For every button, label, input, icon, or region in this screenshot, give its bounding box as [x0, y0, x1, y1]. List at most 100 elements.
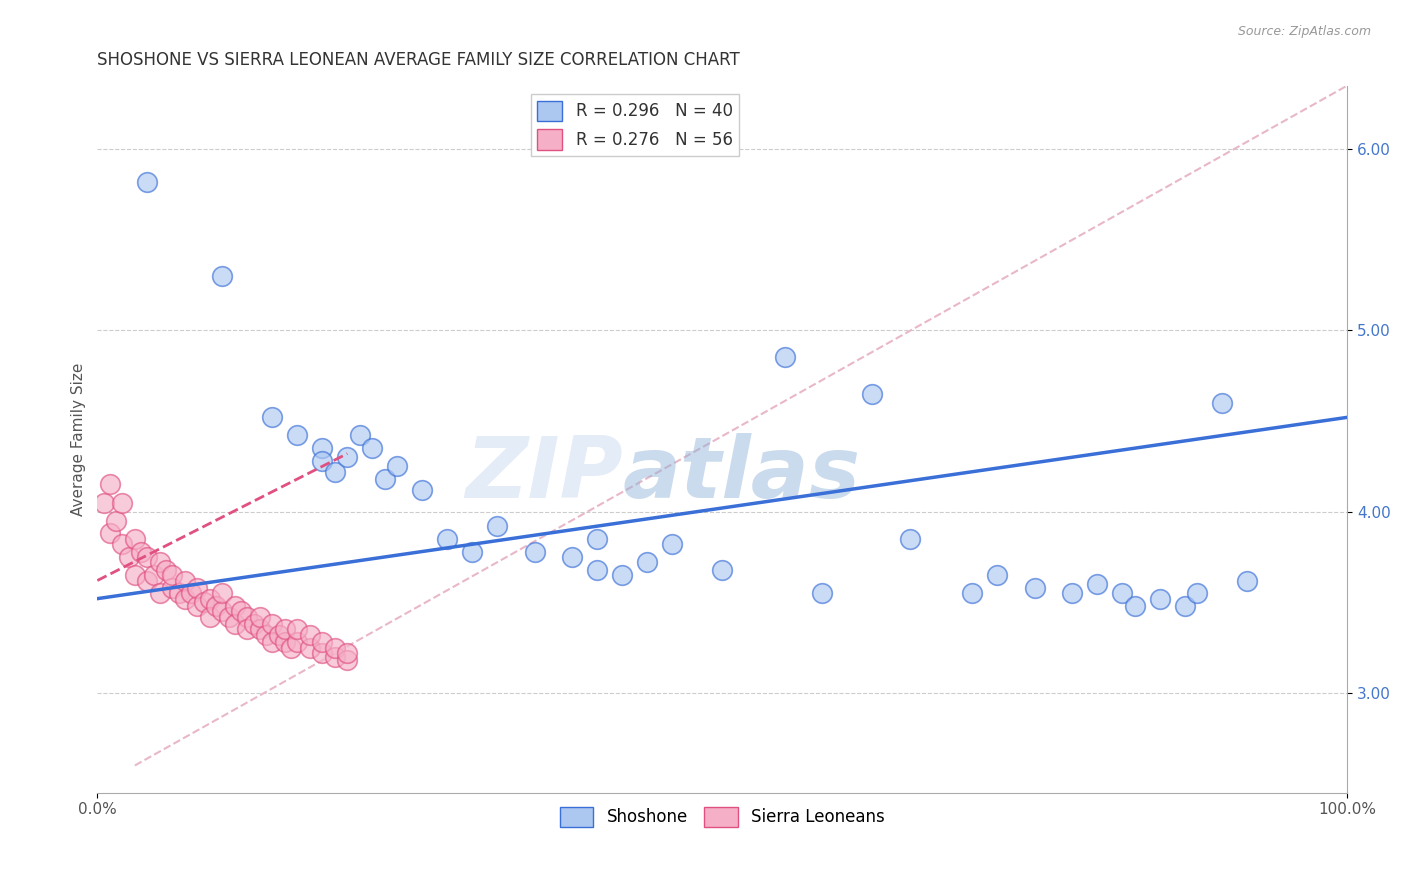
- Point: [486, 519, 509, 533]
- Point: [205, 599, 228, 613]
- Point: [162, 568, 184, 582]
- Point: [229, 604, 252, 618]
- Point: [311, 441, 333, 455]
- Point: [124, 568, 146, 582]
- Point: [323, 649, 346, 664]
- Point: [218, 609, 240, 624]
- Point: [274, 623, 297, 637]
- Point: [811, 586, 834, 600]
- Point: [149, 555, 172, 569]
- Point: [167, 586, 190, 600]
- Point: [111, 495, 134, 509]
- Point: [387, 459, 409, 474]
- Point: [211, 604, 233, 618]
- Point: [98, 477, 121, 491]
- Point: [142, 568, 165, 582]
- Point: [180, 586, 202, 600]
- Point: [298, 628, 321, 642]
- Point: [280, 640, 302, 655]
- Legend: Shoshone, Sierra Leoneans: Shoshone, Sierra Leoneans: [553, 800, 891, 834]
- Point: [661, 537, 683, 551]
- Point: [249, 609, 271, 624]
- Point: [129, 544, 152, 558]
- Text: ZIP: ZIP: [465, 433, 623, 516]
- Point: [236, 609, 259, 624]
- Point: [186, 599, 208, 613]
- Point: [986, 568, 1008, 582]
- Point: [361, 441, 384, 455]
- Point: [193, 595, 215, 609]
- Point: [298, 640, 321, 655]
- Point: [612, 568, 634, 582]
- Point: [1187, 586, 1209, 600]
- Point: [262, 617, 284, 632]
- Point: [224, 599, 246, 613]
- Point: [117, 549, 139, 564]
- Point: [98, 526, 121, 541]
- Point: [1111, 586, 1133, 600]
- Point: [1211, 396, 1233, 410]
- Point: [254, 628, 277, 642]
- Point: [323, 465, 346, 479]
- Point: [436, 532, 458, 546]
- Point: [586, 532, 609, 546]
- Point: [111, 537, 134, 551]
- Point: [262, 635, 284, 649]
- Point: [136, 574, 159, 588]
- Point: [198, 609, 221, 624]
- Point: [561, 549, 583, 564]
- Point: [136, 549, 159, 564]
- Point: [411, 483, 433, 497]
- Point: [155, 563, 177, 577]
- Point: [186, 581, 208, 595]
- Point: [336, 646, 359, 660]
- Point: [1174, 599, 1197, 613]
- Point: [523, 544, 546, 558]
- Point: [236, 623, 259, 637]
- Point: [1123, 599, 1146, 613]
- Point: [898, 532, 921, 546]
- Point: [224, 617, 246, 632]
- Point: [1024, 581, 1046, 595]
- Point: [105, 514, 128, 528]
- Point: [586, 563, 609, 577]
- Text: SHOSHONE VS SIERRA LEONEAN AVERAGE FAMILY SIZE CORRELATION CHART: SHOSHONE VS SIERRA LEONEAN AVERAGE FAMIL…: [97, 51, 740, 69]
- Point: [1236, 574, 1258, 588]
- Point: [211, 586, 233, 600]
- Y-axis label: Average Family Size: Average Family Size: [72, 362, 86, 516]
- Point: [311, 454, 333, 468]
- Point: [311, 646, 333, 660]
- Point: [173, 591, 195, 606]
- Point: [267, 628, 290, 642]
- Point: [285, 635, 308, 649]
- Point: [285, 623, 308, 637]
- Point: [1087, 577, 1109, 591]
- Point: [349, 428, 371, 442]
- Point: [311, 635, 333, 649]
- Point: [962, 586, 984, 600]
- Point: [773, 351, 796, 365]
- Point: [1149, 591, 1171, 606]
- Point: [274, 635, 297, 649]
- Point: [162, 581, 184, 595]
- Point: [211, 268, 233, 283]
- Point: [149, 586, 172, 600]
- Point: [323, 640, 346, 655]
- Point: [249, 623, 271, 637]
- Point: [124, 532, 146, 546]
- Point: [336, 450, 359, 465]
- Point: [285, 428, 308, 442]
- Point: [711, 563, 734, 577]
- Point: [136, 175, 159, 189]
- Point: [173, 574, 195, 588]
- Point: [198, 591, 221, 606]
- Text: atlas: atlas: [623, 433, 860, 516]
- Point: [336, 653, 359, 667]
- Point: [860, 386, 883, 401]
- Point: [262, 410, 284, 425]
- Point: [93, 495, 115, 509]
- Point: [636, 555, 658, 569]
- Point: [374, 472, 396, 486]
- Point: [242, 617, 264, 632]
- Text: Source: ZipAtlas.com: Source: ZipAtlas.com: [1237, 25, 1371, 38]
